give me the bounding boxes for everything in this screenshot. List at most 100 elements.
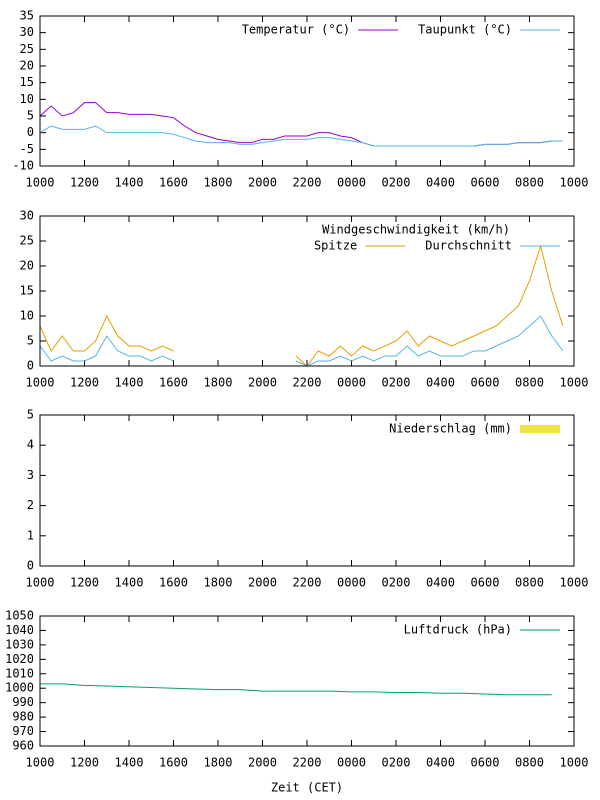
x-tick-label: 0200 xyxy=(382,176,411,190)
x-tick-label: 1800 xyxy=(204,376,233,390)
y-tick-label: -10 xyxy=(12,159,34,173)
y-tick-label: 35 xyxy=(20,9,34,23)
legend-label: Taupunkt (°C) xyxy=(418,23,512,37)
legend-label: Spitze xyxy=(314,239,357,253)
x-tick-label: 1800 xyxy=(204,756,233,770)
y-tick-label: 1010 xyxy=(5,666,34,680)
x-tick-label: 1600 xyxy=(159,576,188,590)
y-tick-label: 1040 xyxy=(5,623,34,637)
y-tick-label: 20 xyxy=(20,59,34,73)
x-tick-label: 1000 xyxy=(560,176,589,190)
legend-title: Windgeschwindigkeit (km/h) xyxy=(322,223,510,237)
y-tick-label: 1020 xyxy=(5,652,34,666)
x-tick-label: 1000 xyxy=(560,756,589,770)
x-tick-label: 1200 xyxy=(70,756,99,770)
x-tick-label: 1400 xyxy=(115,176,144,190)
x-tick-label: 0800 xyxy=(515,376,544,390)
y-tick-label: 970 xyxy=(12,724,34,738)
x-tick-label: 0000 xyxy=(337,756,366,770)
y-tick-label: 1050 xyxy=(5,609,34,623)
y-tick-label: 5 xyxy=(27,408,34,422)
y-tick-label: 10 xyxy=(20,92,34,106)
x-tick-label: 1400 xyxy=(115,376,144,390)
plot-frame xyxy=(39,215,575,367)
series-line xyxy=(40,683,552,696)
y-tick-label: 0 xyxy=(27,559,34,573)
x-tick-label: 1600 xyxy=(159,756,188,770)
y-tick-label: 25 xyxy=(20,234,34,248)
x-tick-label: 0200 xyxy=(382,576,411,590)
x-tick-label: 1000 xyxy=(26,756,55,770)
y-tick-label: 5 xyxy=(27,334,34,348)
y-tick-label: 30 xyxy=(20,209,34,223)
legend-label: Niederschlag (mm) xyxy=(389,422,512,436)
x-tick-label: 2000 xyxy=(248,576,277,590)
x-tick-label: 1400 xyxy=(115,756,144,770)
y-tick-label: 4 xyxy=(27,438,34,452)
legend-label: Durchschnitt xyxy=(425,239,512,253)
x-tick-label: 2200 xyxy=(293,176,322,190)
y-tick-label: 3 xyxy=(27,468,34,482)
x-tick-label: 0200 xyxy=(382,756,411,770)
y-tick-label: 990 xyxy=(12,695,34,709)
y-tick-label: 2 xyxy=(27,498,34,512)
plot-frame xyxy=(39,414,575,567)
x-tick-label: 0800 xyxy=(515,176,544,190)
y-tick-label: 30 xyxy=(20,25,34,39)
x-tick-label: 0600 xyxy=(471,576,500,590)
x-tick-label: 0400 xyxy=(426,576,455,590)
x-tick-label: 1200 xyxy=(70,176,99,190)
x-tick-label: 1000 xyxy=(26,576,55,590)
series-line xyxy=(39,244,564,367)
x-tick-label: 0400 xyxy=(426,376,455,390)
x-tick-label: 1800 xyxy=(204,576,233,590)
y-tick-label: 25 xyxy=(20,42,34,56)
x-tick-label: 1800 xyxy=(204,176,233,190)
series-line xyxy=(39,315,564,367)
x-tick-label: 1200 xyxy=(70,376,99,390)
y-tick-label: 1030 xyxy=(5,637,34,651)
x-tick-label: 2000 xyxy=(248,376,277,390)
y-tick-label: 980 xyxy=(12,710,34,724)
y-tick-label: 15 xyxy=(20,75,34,89)
y-tick-label: 10 xyxy=(20,309,34,323)
x-tick-label: 1000 xyxy=(26,376,55,390)
legend-swatch xyxy=(520,425,560,433)
x-tick-label: 1400 xyxy=(115,576,144,590)
x-tick-label: 0000 xyxy=(337,176,366,190)
x-tick-label: 0600 xyxy=(471,756,500,770)
x-tick-label: 2000 xyxy=(248,176,277,190)
x-tick-label: 2000 xyxy=(248,756,277,770)
y-tick-label: 20 xyxy=(20,259,34,273)
x-tick-label: 0000 xyxy=(337,376,366,390)
x-tick-label: 0000 xyxy=(337,576,366,590)
y-tick-label: 15 xyxy=(20,284,34,298)
x-tick-label: 2200 xyxy=(293,376,322,390)
y-tick-label: 1 xyxy=(27,528,34,542)
legend-label: Temperatur (°C) xyxy=(242,23,350,37)
x-tick-label: 0800 xyxy=(515,576,544,590)
x-tick-label: 1000 xyxy=(560,576,589,590)
x-tick-label: 1600 xyxy=(159,176,188,190)
x-tick-label: 0600 xyxy=(471,176,500,190)
x-tick-label: 0800 xyxy=(515,756,544,770)
x-tick-label: 1600 xyxy=(159,376,188,390)
y-tick-label: 5 xyxy=(27,109,34,123)
series-line xyxy=(39,125,563,147)
x-tick-label: 0400 xyxy=(426,756,455,770)
x-tick-label: 1000 xyxy=(560,376,589,390)
y-tick-label: 1000 xyxy=(5,681,34,695)
legend-label: Luftdruck (hPa) xyxy=(404,623,512,637)
x-tick-label: 0200 xyxy=(382,376,411,390)
x-tick-label: 0600 xyxy=(471,376,500,390)
plot-frame xyxy=(39,15,575,167)
x-axis-label: Zeit (CET) xyxy=(271,781,343,795)
plot-frame xyxy=(39,615,575,747)
y-tick-label: 0 xyxy=(27,125,34,139)
x-tick-label: 1000 xyxy=(26,176,55,190)
x-tick-label: 2200 xyxy=(293,756,322,770)
y-tick-label: 0 xyxy=(27,359,34,373)
x-tick-label: 2200 xyxy=(293,576,322,590)
